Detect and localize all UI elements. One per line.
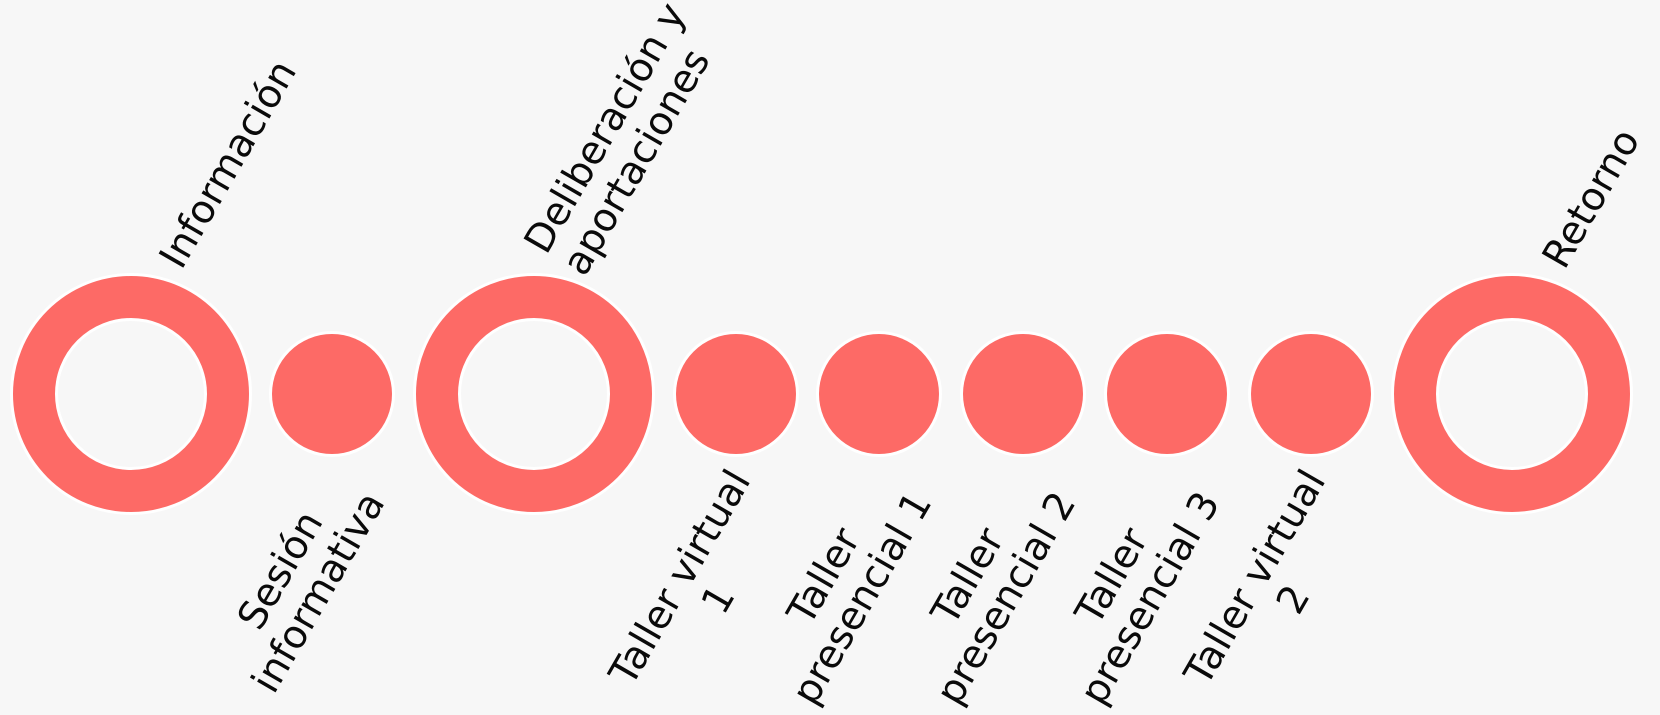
event-dot-taller-presencial-1 (819, 334, 939, 454)
event-dot-taller-virtual-1 (676, 334, 796, 454)
phase-ring-deliberacion (416, 276, 652, 512)
phase-label-deliberacion: Deliberación y aportaciones (515, 0, 720, 284)
event-dot-taller-virtual-2 (1251, 334, 1371, 454)
event-dot-sesion-informativa (272, 334, 392, 454)
phase-label-informacion: Información (151, 52, 306, 276)
process-timeline: Información Sesión informativa Deliberac… (13, 0, 1650, 712)
event-label-sesion-informativa: Sesión informativa (229, 484, 395, 701)
phase-ring-retorno (1394, 276, 1630, 512)
event-dot-taller-presencial-2 (963, 334, 1083, 454)
phase-label-retorno: Retorno (1534, 121, 1650, 277)
phase-ring-informacion (13, 276, 249, 512)
event-dot-taller-presencial-3 (1107, 334, 1227, 454)
